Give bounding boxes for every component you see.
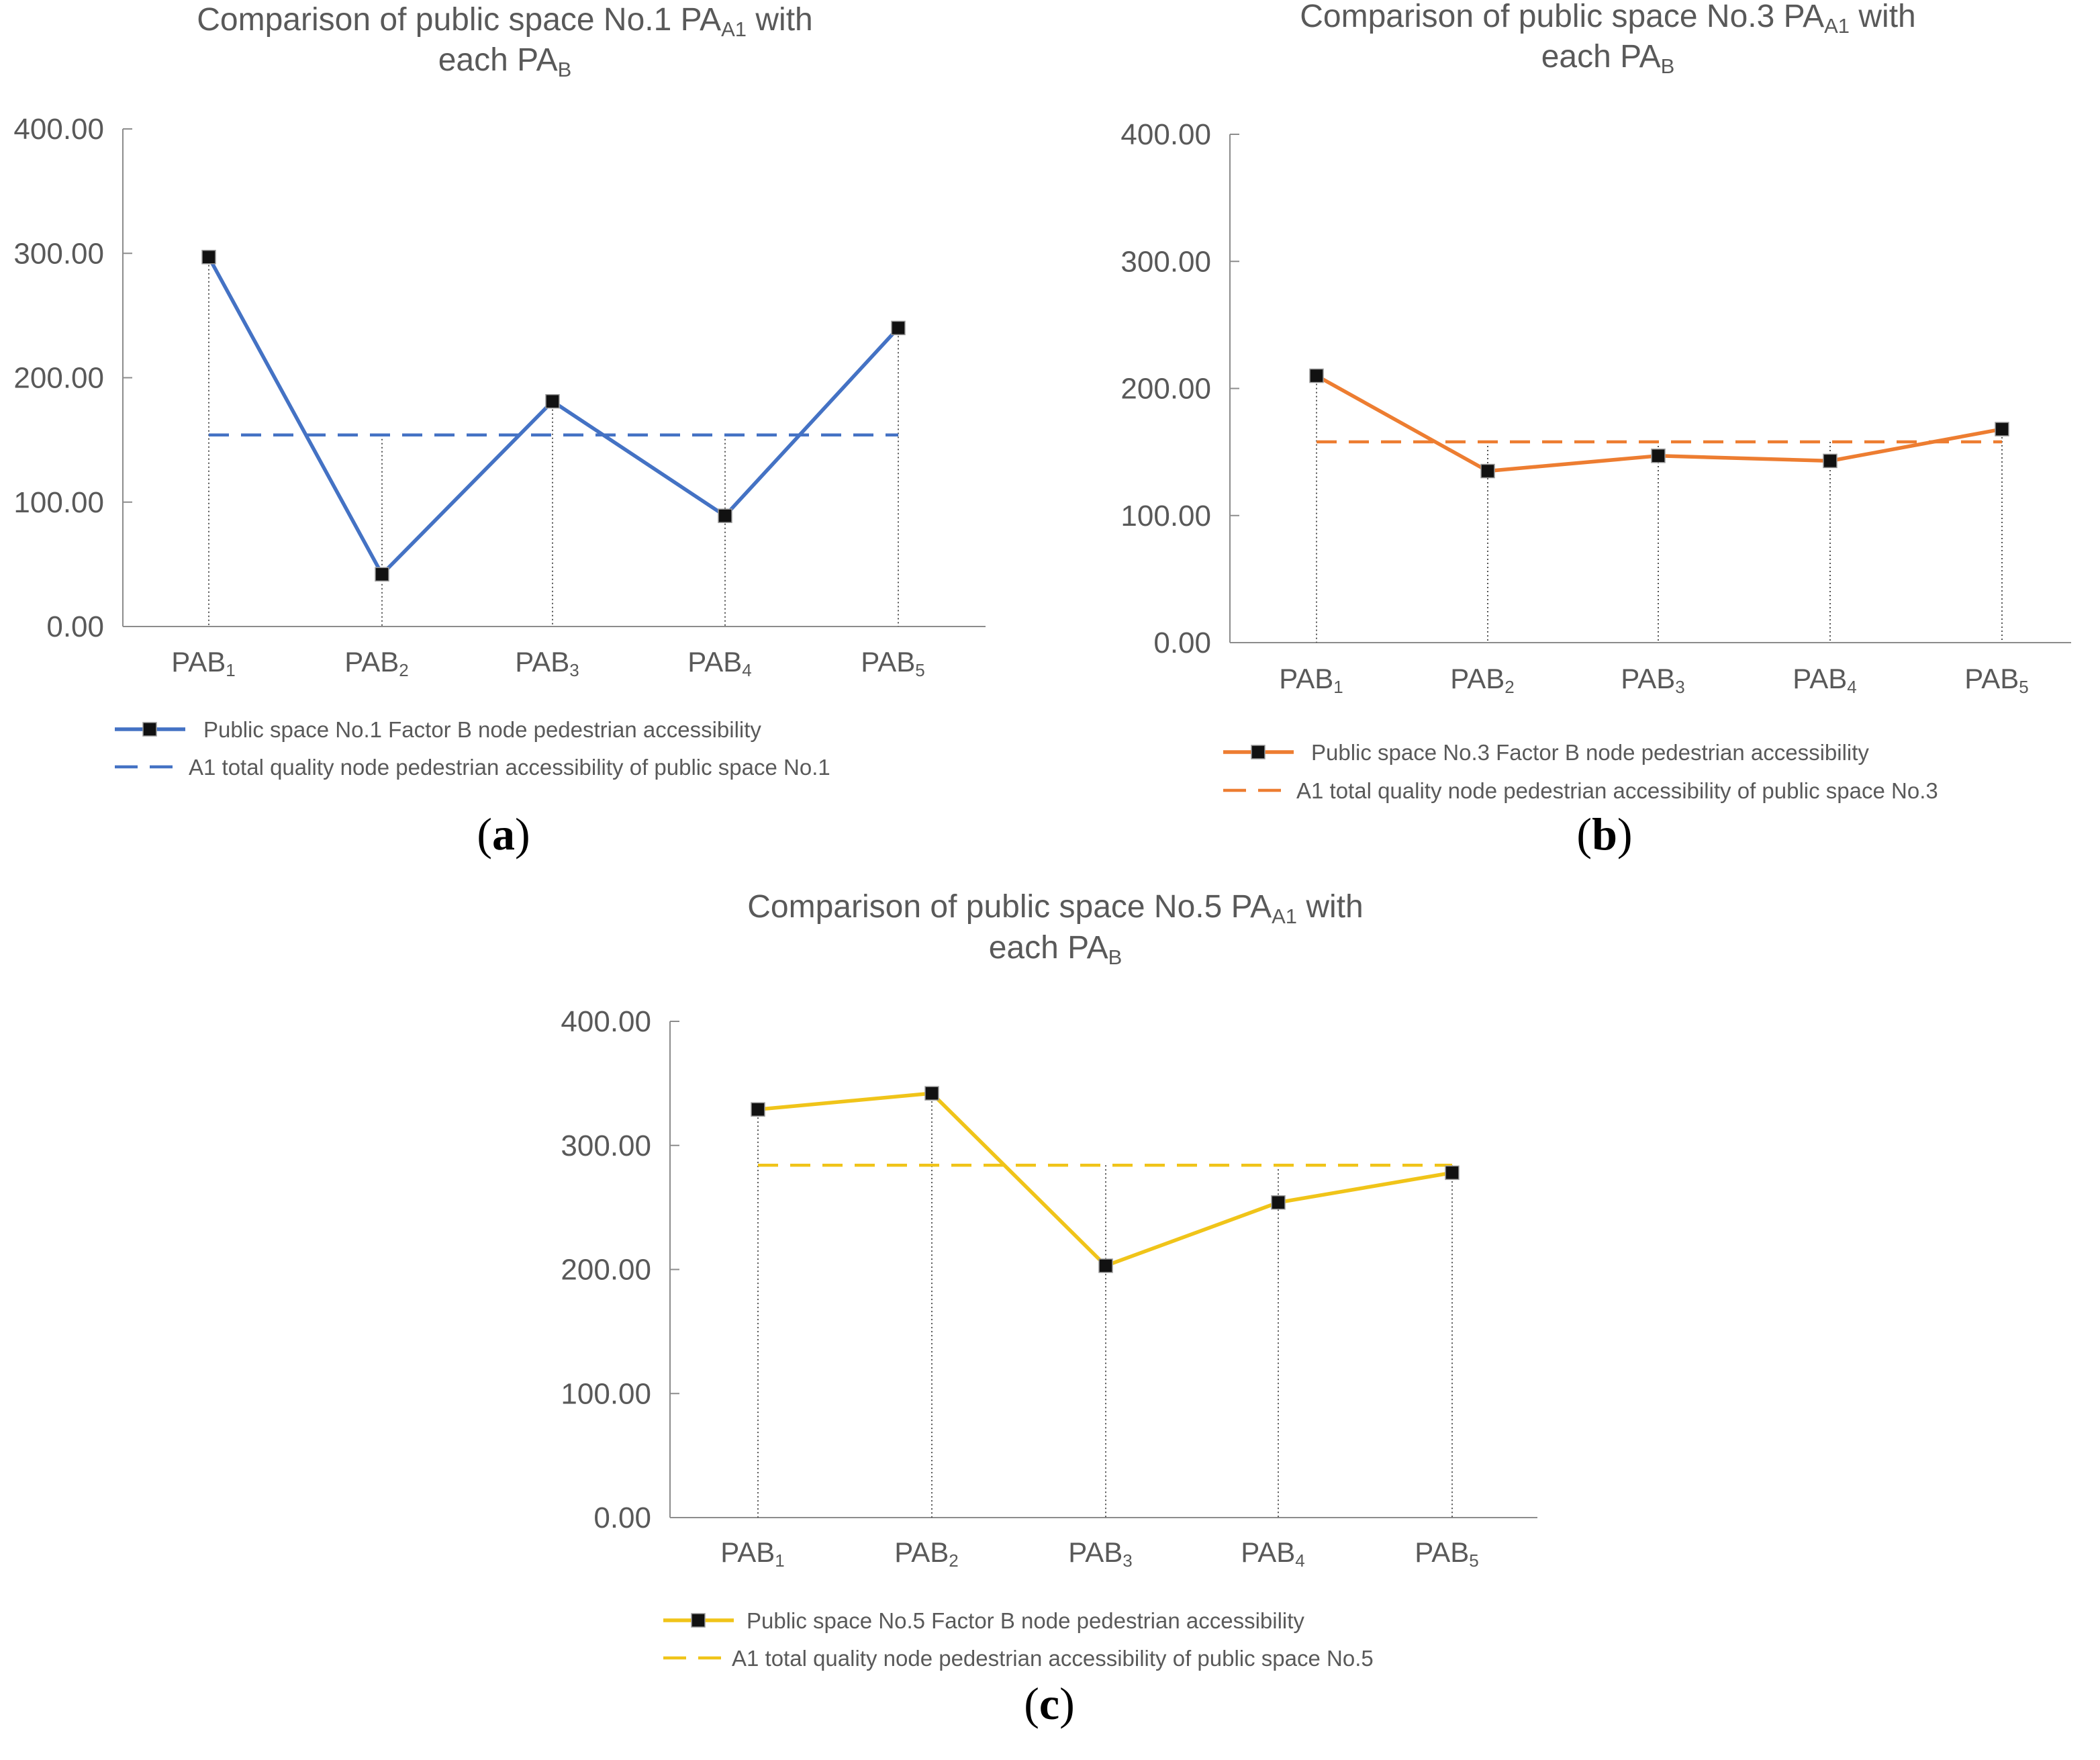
- legend-label-reference: A1 total quality node pedestrian accessi…: [189, 755, 830, 780]
- x-category-label: PAB4: [1793, 663, 1856, 697]
- chart-panel-b: Comparison of public space No.3 PAA1 wit…: [1120, 0, 2071, 860]
- y-tick-label: 200.00: [13, 362, 104, 395]
- x-category-label: PAB4: [687, 646, 751, 680]
- data-point-marker: [718, 508, 732, 523]
- legend: Public space No.1 Factor B node pedestri…: [115, 717, 830, 780]
- y-tick-label: 300.00: [561, 1129, 651, 1162]
- legend: Public space No.3 Factor B node pedestri…: [1223, 740, 1938, 803]
- x-category-label: PAB2: [894, 1536, 958, 1571]
- chart-title-line2: each PAB: [438, 42, 572, 81]
- data-point-marker: [1098, 1258, 1113, 1273]
- legend-label-main: Public space No.3 Factor B node pedestri…: [1311, 740, 1869, 765]
- data-point-marker: [1651, 449, 1666, 463]
- legend-swatch-main-marker: [142, 722, 157, 737]
- main-series-line: [207, 256, 900, 576]
- chart-title-line1: Comparison of public space No.3 PAA1 wit…: [1300, 0, 1915, 38]
- data-point-marker: [924, 1086, 939, 1101]
- data-point-marker: [1480, 463, 1495, 479]
- chart-title-line2: each PAB: [989, 930, 1123, 969]
- legend-label-main: Public space No.5 Factor B node pedestri…: [747, 1608, 1304, 1633]
- data-point-marker: [1995, 422, 2009, 436]
- y-tick-label: 100.00: [1120, 500, 1211, 532]
- legend: Public space No.5 Factor B node pedestri…: [663, 1608, 1374, 1671]
- legend-label-main: Public space No.1 Factor B node pedestri…: [203, 717, 761, 742]
- y-tick-label: 300.00: [13, 237, 104, 270]
- data-point-marker: [751, 1102, 765, 1117]
- data-point-marker: [1271, 1195, 1286, 1210]
- data-point-marker: [1309, 368, 1324, 383]
- data-point-marker: [375, 567, 389, 582]
- panel-label-b: (b): [1576, 808, 1632, 860]
- y-tick-label: 100.00: [13, 486, 104, 519]
- data-point-marker: [891, 320, 906, 336]
- legend-swatch-main-marker: [1251, 745, 1266, 759]
- x-category-label: PAB5: [1964, 663, 2028, 697]
- y-tick-label: 0.00: [1153, 627, 1211, 659]
- data-point-marker: [1823, 453, 1837, 469]
- x-category-label: PAB1: [720, 1536, 784, 1571]
- y-tick-label: 200.00: [1120, 373, 1211, 406]
- panel-label-a: (a): [477, 808, 530, 860]
- y-tick-label: 100.00: [561, 1377, 651, 1410]
- legend-swatch-main-marker: [691, 1613, 706, 1628]
- y-tick-label: 400.00: [561, 1005, 651, 1038]
- data-point-marker: [1445, 1165, 1460, 1180]
- y-tick-label: 400.00: [13, 113, 104, 146]
- y-tick-label: 400.00: [1120, 118, 1211, 151]
- x-category-label: PAB1: [1279, 663, 1343, 697]
- x-category-label: PAB1: [171, 646, 235, 680]
- x-category-label: PAB3: [1068, 1536, 1132, 1571]
- y-tick-label: 300.00: [1120, 245, 1211, 278]
- chart-title-line1: Comparison of public space No.5 PAA1 wit…: [747, 889, 1363, 928]
- chart-title-line1: Comparison of public space No.1 PAA1 wit…: [197, 2, 812, 41]
- x-category-label: PAB3: [515, 646, 579, 680]
- x-category-label: PAB2: [344, 646, 408, 680]
- x-category-label: PAB3: [1621, 663, 1684, 697]
- x-category-label: PAB4: [1241, 1536, 1304, 1571]
- data-point-marker: [545, 393, 560, 409]
- panel-label-c: (c): [1024, 1678, 1075, 1729]
- main-series-line: [757, 1091, 1453, 1268]
- y-tick-label: 0.00: [46, 610, 104, 643]
- x-category-label: PAB5: [1415, 1536, 1478, 1571]
- data-point-marker: [201, 250, 216, 265]
- chart-panel-a: Comparison of public space No.1 PAA1 wit…: [13, 2, 986, 860]
- chart-title-line2: each PAB: [1541, 39, 1675, 78]
- x-category-label: PAB2: [1450, 663, 1514, 697]
- y-tick-label: 200.00: [561, 1254, 651, 1287]
- legend-label-reference: A1 total quality node pedestrian accessi…: [1296, 778, 1938, 803]
- x-category-label: PAB5: [861, 646, 924, 680]
- legend-label-reference: A1 total quality node pedestrian accessi…: [732, 1646, 1374, 1671]
- chart-panel-c: Comparison of public space No.5 PAA1 wit…: [561, 889, 1537, 1729]
- y-tick-label: 0.00: [593, 1501, 651, 1534]
